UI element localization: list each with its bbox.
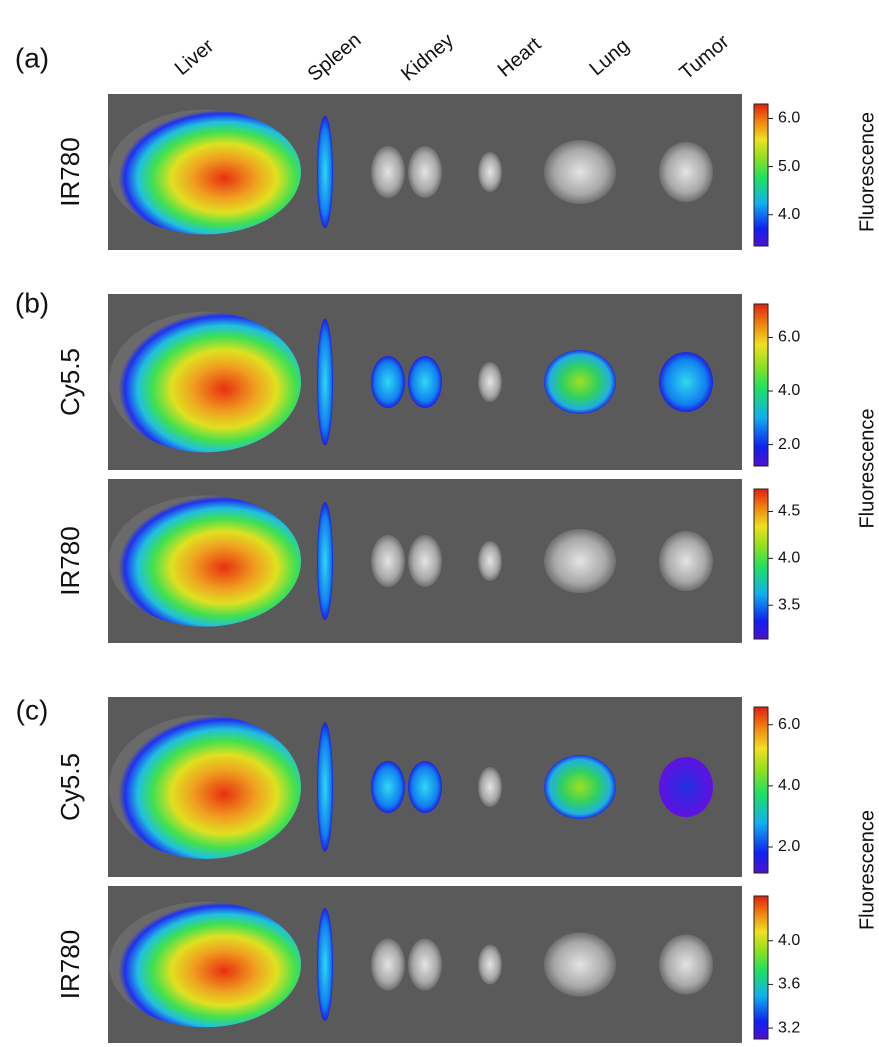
organ-heart — [478, 541, 502, 581]
row-label: IR780 — [55, 930, 85, 999]
organ-heart — [478, 152, 502, 192]
organ-label: Tumor — [676, 30, 734, 84]
colorbar-tick-label: 3.6 — [778, 976, 800, 993]
organ-kidney — [408, 146, 442, 198]
organ-label: Liver — [171, 35, 219, 80]
colorbar-tick-label: 6.0 — [778, 110, 800, 127]
organ-heart — [478, 945, 502, 985]
organ-tumor — [659, 352, 713, 412]
organ-kidney — [371, 761, 405, 813]
organ-liver — [109, 902, 301, 1028]
colorbar-tick-label: 2.0 — [778, 436, 800, 453]
organ-liver — [109, 110, 301, 235]
colorbar-tick-label: 3.2 — [778, 1019, 800, 1036]
organ-label: Spleen — [304, 29, 366, 86]
organ-tumor — [659, 935, 713, 995]
colorbar-title: Fluorescence — [856, 112, 878, 232]
row-label: IR780 — [55, 137, 85, 206]
colorbar-tick-label: 4.0 — [778, 932, 800, 949]
organ-kidney — [371, 356, 405, 408]
panel-label: (b) — [15, 287, 49, 318]
organ-lung — [544, 529, 616, 593]
colorbar-tick-label: 6.0 — [778, 329, 800, 346]
colorbar-tick-label: 4.0 — [778, 550, 800, 567]
organ-spleen — [317, 116, 333, 228]
colorbar — [754, 104, 768, 246]
colorbar-tick-label: 4.0 — [778, 382, 800, 399]
organ-label: Heart — [494, 33, 546, 82]
colorbar — [754, 896, 768, 1039]
colorbar-tick-label: 2.0 — [778, 838, 800, 855]
organ-tumor — [659, 142, 713, 202]
organ-kidney — [371, 146, 405, 198]
organ-kidney — [408, 535, 442, 587]
colorbar-tick-label: 4.5 — [778, 503, 800, 520]
row-label: Cy5.5 — [55, 348, 85, 416]
organ-spleen — [317, 502, 333, 620]
organ-kidney — [408, 761, 442, 813]
organ-label: Lung — [585, 35, 633, 80]
organ-lung — [544, 140, 616, 204]
organ-label: Kidney — [397, 29, 458, 85]
figure: Liver Spleen Kidney Heart Lung Tumor (a) Fluore… — [0, 0, 879, 1047]
organ-liver — [109, 715, 301, 859]
organ-kidney — [408, 356, 442, 408]
colorbar-title: Fluorescence — [856, 810, 878, 930]
organ-liver — [109, 312, 301, 453]
colorbar — [754, 304, 768, 466]
organ-kidney — [371, 939, 405, 991]
colorbar — [754, 707, 768, 873]
organ-tumor — [659, 531, 713, 591]
organ-spleen — [317, 908, 333, 1021]
organ-heart — [478, 767, 502, 807]
organ-heart — [478, 362, 502, 402]
organ-liver — [109, 495, 301, 626]
colorbar-tick-label: 3.5 — [778, 596, 800, 613]
colorbar-title: Fluorescence — [856, 408, 878, 528]
colorbar-tick-label: 4.0 — [778, 206, 800, 223]
organ-lung — [544, 350, 616, 414]
panel-label: (c) — [16, 694, 49, 725]
row-label: Cy5.5 — [55, 753, 85, 821]
organ-kidney — [408, 939, 442, 991]
row-label: IR780 — [55, 526, 85, 595]
colorbar-tick-label: 6.0 — [778, 716, 800, 733]
organ-kidney — [371, 535, 405, 587]
colorbar — [754, 489, 768, 639]
panel-label: (a) — [15, 42, 49, 73]
colorbar-tick-label: 4.0 — [778, 777, 800, 794]
organ-lung — [544, 933, 616, 997]
organ-spleen — [317, 722, 333, 852]
organ-spleen — [317, 319, 333, 446]
organ-lung — [544, 755, 616, 819]
colorbar-tick-label: 5.0 — [778, 158, 800, 175]
organ-tumor — [659, 757, 713, 817]
